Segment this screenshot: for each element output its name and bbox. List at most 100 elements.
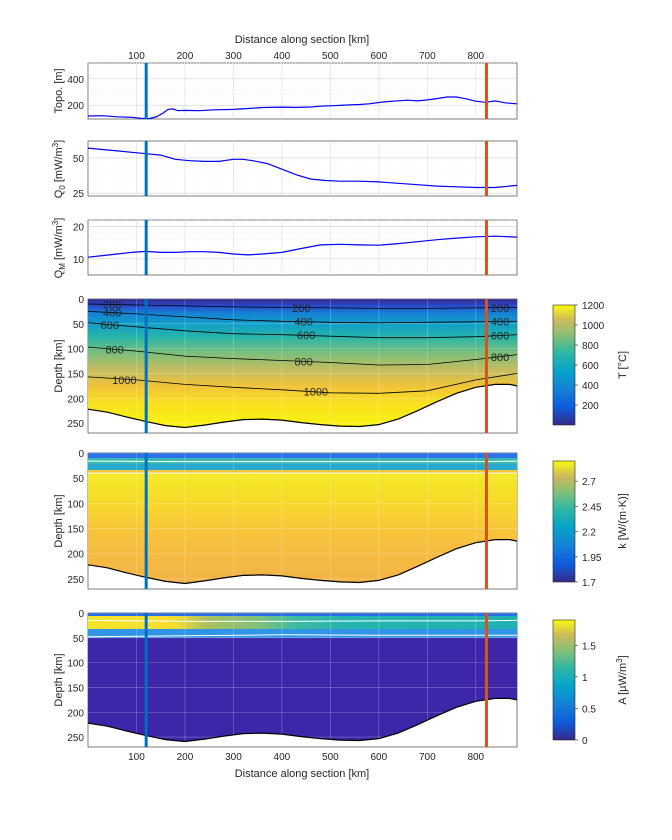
temp-ytick-label: 250 [67,419,84,430]
a-ytick-label: 0 [78,609,84,620]
k-colorbar-tick-label: 1.95 [582,553,602,564]
temp-colorbar-tick-label: 1200 [582,301,605,312]
conductivity-upper-band [88,458,517,464]
a-ytick-label: 50 [73,634,85,645]
temperature-contour-1000 [88,373,517,394]
top-x-tick-label: 500 [322,51,339,62]
conductivity-grid [88,453,517,589]
k-ytick-label: 250 [67,575,84,586]
temperature-colorbar [552,304,576,426]
qm-ytick-label: 20 [73,222,85,233]
a-colorbar-tick-label: 1 [582,673,588,684]
heat-production-section-panel: 0 50 100 150 200 250 100 200 300 400 500 600 700 800… [53,609,629,763]
temperature-contour-label: 600 [297,330,315,342]
top-x-tick-label: 200 [177,51,194,62]
temperature-contour-label: 600 [491,331,509,343]
heat-production-lower-crust-line [88,634,517,638]
q0-ytick-label: 25 [73,189,85,200]
temperature-contours [88,303,517,394]
qm-ytick-label: 10 [73,255,85,266]
top-x-tick-label: 300 [225,51,242,62]
temp-ytick-label: 100 [67,345,84,356]
topography-y-ticks: 200 400 [67,75,84,112]
temperature-contour-label: 1000 [304,386,328,398]
temperature-contour-label: 200 [103,299,121,311]
temperature-ylabel: Depth [km] [53,339,65,392]
heat-production-lab-boundary [88,697,517,743]
surface-heat-flow-y-ticks: 25 50 [73,154,85,200]
top-x-axis-title: Distance along section [km] [235,34,370,46]
a-ytick-label: 200 [67,708,84,719]
k-colorbar-tick-label: 1.7 [582,578,596,589]
top-x-tick-labels: 100 200 300 400 500 600 700 800 [128,51,484,62]
temperature-colorbar-ticks: 200 400 600 800 1000 1200 [575,301,605,412]
conductivity-colorbar [552,460,576,583]
temperature-contour-label: 800 [105,345,123,357]
temperature-contour-label: 600 [101,320,119,332]
temperature-contour-800 [88,346,517,366]
conductivity-lower-band [88,464,517,470]
temperature-contour-label: 800 [491,352,509,364]
a-ytick-label: 250 [67,733,84,744]
mantle-heat-flow-line [87,235,518,258]
top-x-tick-label: 600 [371,51,388,62]
temp-ytick-label: 200 [67,394,84,405]
topography-ylabel: Topo. [m] [53,68,65,113]
temp-colorbar-tick-label: 1000 [582,321,605,332]
temp-colorbar-tick-label: 400 [582,381,599,392]
topography-line [87,96,518,120]
heat-production-field [88,613,517,742]
a-colorbar-tick-label: 1.5 [582,641,596,652]
topography-panel: 100 200 300 400 500 600 700 800 200 400 Topo. [m… [53,51,518,120]
temperature-lab-boundary [88,383,517,429]
heat-production-upper-crust-line [88,619,517,622]
topo-ytick-label: 200 [67,101,84,112]
bottom-x-tick-label: 300 [225,752,242,763]
k-ytick-label: 100 [67,499,84,510]
temperature-y-ticks: 0 50 100 150 200 250 [67,295,84,430]
a-ytick-label: 100 [67,659,84,670]
k-colorbar-tick-label: 2.45 [582,502,602,513]
temperature-contour-label: 400 [295,316,313,328]
k-colorbar-tick-label: 2.2 [582,528,596,539]
q0-ytick-label: 50 [73,154,85,165]
bottom-x-tick-label: 100 [128,752,145,763]
a-colorbar-tick-label: 0 [582,736,588,747]
temp-colorbar-tick-label: 200 [582,401,599,412]
top-x-tick-label: 800 [467,51,484,62]
heat-production-colorbar-ticks: 0 0.5 1 1.5 [575,641,596,747]
temperature-contour-200 [88,303,517,309]
top-x-tick-label: 400 [274,51,291,62]
bottom-x-axis-title: Distance along section [km] [235,768,370,780]
temperature-contour-label: 400 [103,307,121,319]
bottom-x-tick-label: 700 [419,752,436,763]
heat-production-colorbar [552,619,576,741]
heat-production-surface-band [88,613,517,616]
k-colorbar-tick-label: 2.7 [582,477,596,488]
a-ytick-label: 150 [67,683,84,694]
k-ytick-label: 50 [73,474,85,485]
conductivity-surface-band [88,453,517,458]
temp-colorbar-tick-label: 600 [582,361,599,372]
temp-ytick-label: 0 [78,295,84,306]
topography-grid [88,62,517,119]
surface-heat-flow-panel: 25 50 Q0 [mW/m3] [51,140,518,200]
temperature-contour-label: 1000 [112,375,136,387]
temperature-contour-label: 800 [295,357,313,369]
temperature-contour-400 [88,311,517,324]
temp-ytick-label: 50 [73,320,85,331]
bottom-x-tick-label: 800 [467,752,484,763]
surface-heat-flow-ylabel: Q0 [mW/m3] [51,140,67,198]
heat-production-colorbar-label: A [µW/m3] [615,655,629,704]
conductivity-section-panel: 0 50 100 150 200 250 Depth [km] 1.7 1.95 2.2 2.4… [53,449,629,590]
bottom-x-tick-labels: 100 200 300 400 500 600 700 800 [128,752,484,763]
k-ytick-label: 150 [67,525,84,536]
temperature-contour-600 [88,322,517,339]
mantle-heat-flow-ylabel: QM [mW/m3] [51,218,67,279]
mantle-heat-flow-y-ticks: 10 20 [73,222,85,265]
k-ytick-label: 0 [78,449,84,460]
a-colorbar-tick-label: 0.5 [582,704,596,715]
heat-production-middle-crust-band [88,629,517,638]
temperature-colorbar-label: T [°C] [617,351,629,379]
